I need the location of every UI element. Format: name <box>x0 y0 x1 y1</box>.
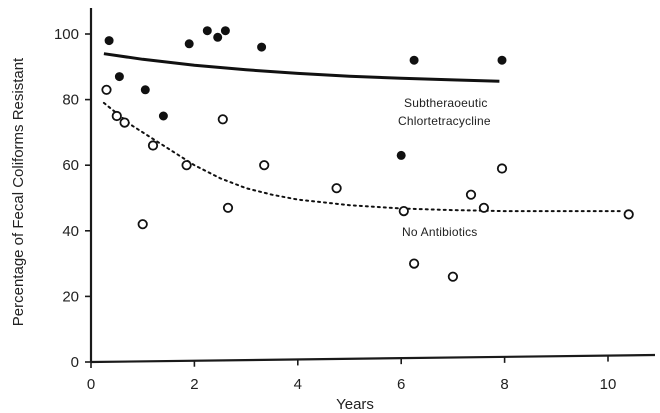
x-tick-label: 10 <box>600 376 617 393</box>
data-point-chlortetracycline <box>497 55 507 65</box>
data-point-no-antibiotics <box>111 110 122 122</box>
trend-line-chlortetracycline <box>103 52 500 83</box>
data-point-no-antibiotics <box>398 206 409 217</box>
ticks: 0 20 40 60 80 100 0 2 4 6 8 10 <box>54 26 616 393</box>
x-axis-line <box>90 353 656 364</box>
y-tick-label: 80 <box>62 92 79 109</box>
data-point-no-antibiotics <box>101 84 112 95</box>
data-point-no-antibiotics <box>478 202 489 213</box>
data-point-no-antibiotics <box>222 202 234 213</box>
data-point-chlortetracycline <box>213 32 223 42</box>
data-point-no-antibiotics <box>259 160 270 171</box>
data-point-no-antibiotics <box>119 117 130 128</box>
axes <box>89 8 656 364</box>
y-tick-label: 40 <box>62 223 79 240</box>
trend-line-no-antibiotics <box>102 101 625 213</box>
x-tick-label: 4 <box>294 376 302 393</box>
data-point-chlortetracycline <box>140 85 150 95</box>
data-point-no-antibiotics <box>408 258 420 269</box>
series-label-no-antibiotics: No Antibiotics <box>402 225 478 239</box>
data-point-chlortetracycline <box>257 42 267 52</box>
x-tick-label: 8 <box>500 376 508 393</box>
data-point-chlortetracycline <box>184 39 194 49</box>
data-point-no-antibiotics <box>623 209 634 220</box>
data-point-chlortetracycline <box>202 26 212 36</box>
y-axis-label: Percentage of Fecal Coliforms Resistant <box>10 57 27 326</box>
trend-lines <box>102 52 625 213</box>
y-tick-label: 20 <box>62 288 79 305</box>
x-tick-label: 6 <box>397 376 405 393</box>
data-point-chlortetracycline <box>104 36 114 46</box>
data-point-no-antibiotics <box>465 189 477 200</box>
data-point-chlortetracycline <box>220 26 230 36</box>
x-tick-label: 2 <box>190 376 198 393</box>
series-label-chlortetracycline-line2: Chlortetracycline <box>398 114 491 128</box>
data-point-no-antibiotics <box>217 114 228 125</box>
data-point-chlortetracycline <box>114 72 124 82</box>
data-point-no-antibiotics <box>447 271 458 282</box>
data-point-no-antibiotics <box>331 183 342 194</box>
data-point-chlortetracycline <box>396 150 406 160</box>
series-label-chlortetracycline-line1: Subtheraoeutic <box>404 96 488 110</box>
y-tick-label: 100 <box>54 26 79 43</box>
data-point-no-antibiotics <box>496 163 508 174</box>
data-point-no-antibiotics <box>137 219 148 230</box>
data-point-no-antibiotics <box>147 140 159 151</box>
data-point-chlortetracycline <box>158 111 168 121</box>
x-tick-label: 0 <box>87 376 95 393</box>
data-point-no-antibiotics <box>181 160 192 171</box>
data-points <box>101 26 634 282</box>
y-tick-label: 0 <box>71 354 79 371</box>
x-axis-label: Years <box>336 396 374 413</box>
data-point-chlortetracycline <box>409 55 419 65</box>
y-tick-label: 60 <box>62 157 79 174</box>
